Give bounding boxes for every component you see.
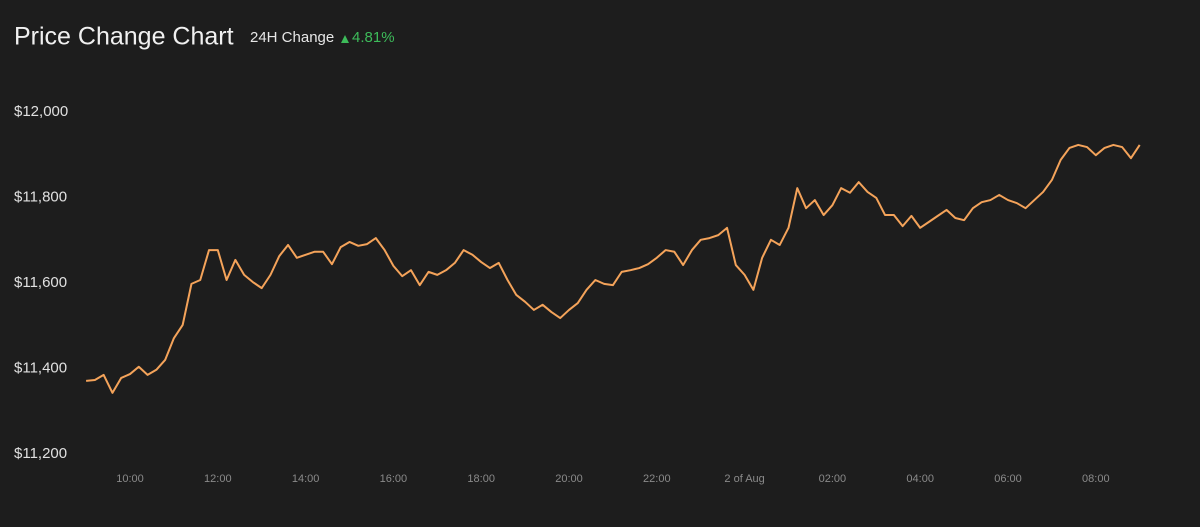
change-label: 24H Change: [250, 29, 334, 46]
x-tick-label: 18:00: [467, 473, 495, 485]
chart-title: Price Change Chart: [14, 23, 234, 51]
x-tick-label: 08:00: [1082, 473, 1110, 485]
x-tick-label: 20:00: [555, 473, 583, 485]
y-tick-label: $11,400: [14, 359, 67, 376]
y-tick-label: $11,200: [14, 445, 67, 462]
x-tick-label: 12:00: [204, 473, 232, 485]
x-tick-label: 2 of Aug: [724, 473, 764, 485]
x-tick-label: 10:00: [116, 473, 144, 485]
x-tick-label: 06:00: [994, 473, 1022, 485]
x-tick-label: 04:00: [906, 473, 934, 485]
x-tick-label: 16:00: [380, 473, 408, 485]
x-tick-label: 14:00: [292, 473, 320, 485]
y-tick-label: $12,000: [14, 103, 68, 120]
y-tick-label: $11,600: [14, 274, 67, 291]
change-value: 4.81%: [352, 29, 395, 46]
price-line: [86, 143, 1141, 394]
x-tick-label: 22:00: [643, 473, 671, 485]
x-tick-label: 02:00: [819, 473, 847, 485]
y-tick-label: $11,800: [14, 188, 67, 205]
up-arrow-icon: [341, 35, 349, 43]
